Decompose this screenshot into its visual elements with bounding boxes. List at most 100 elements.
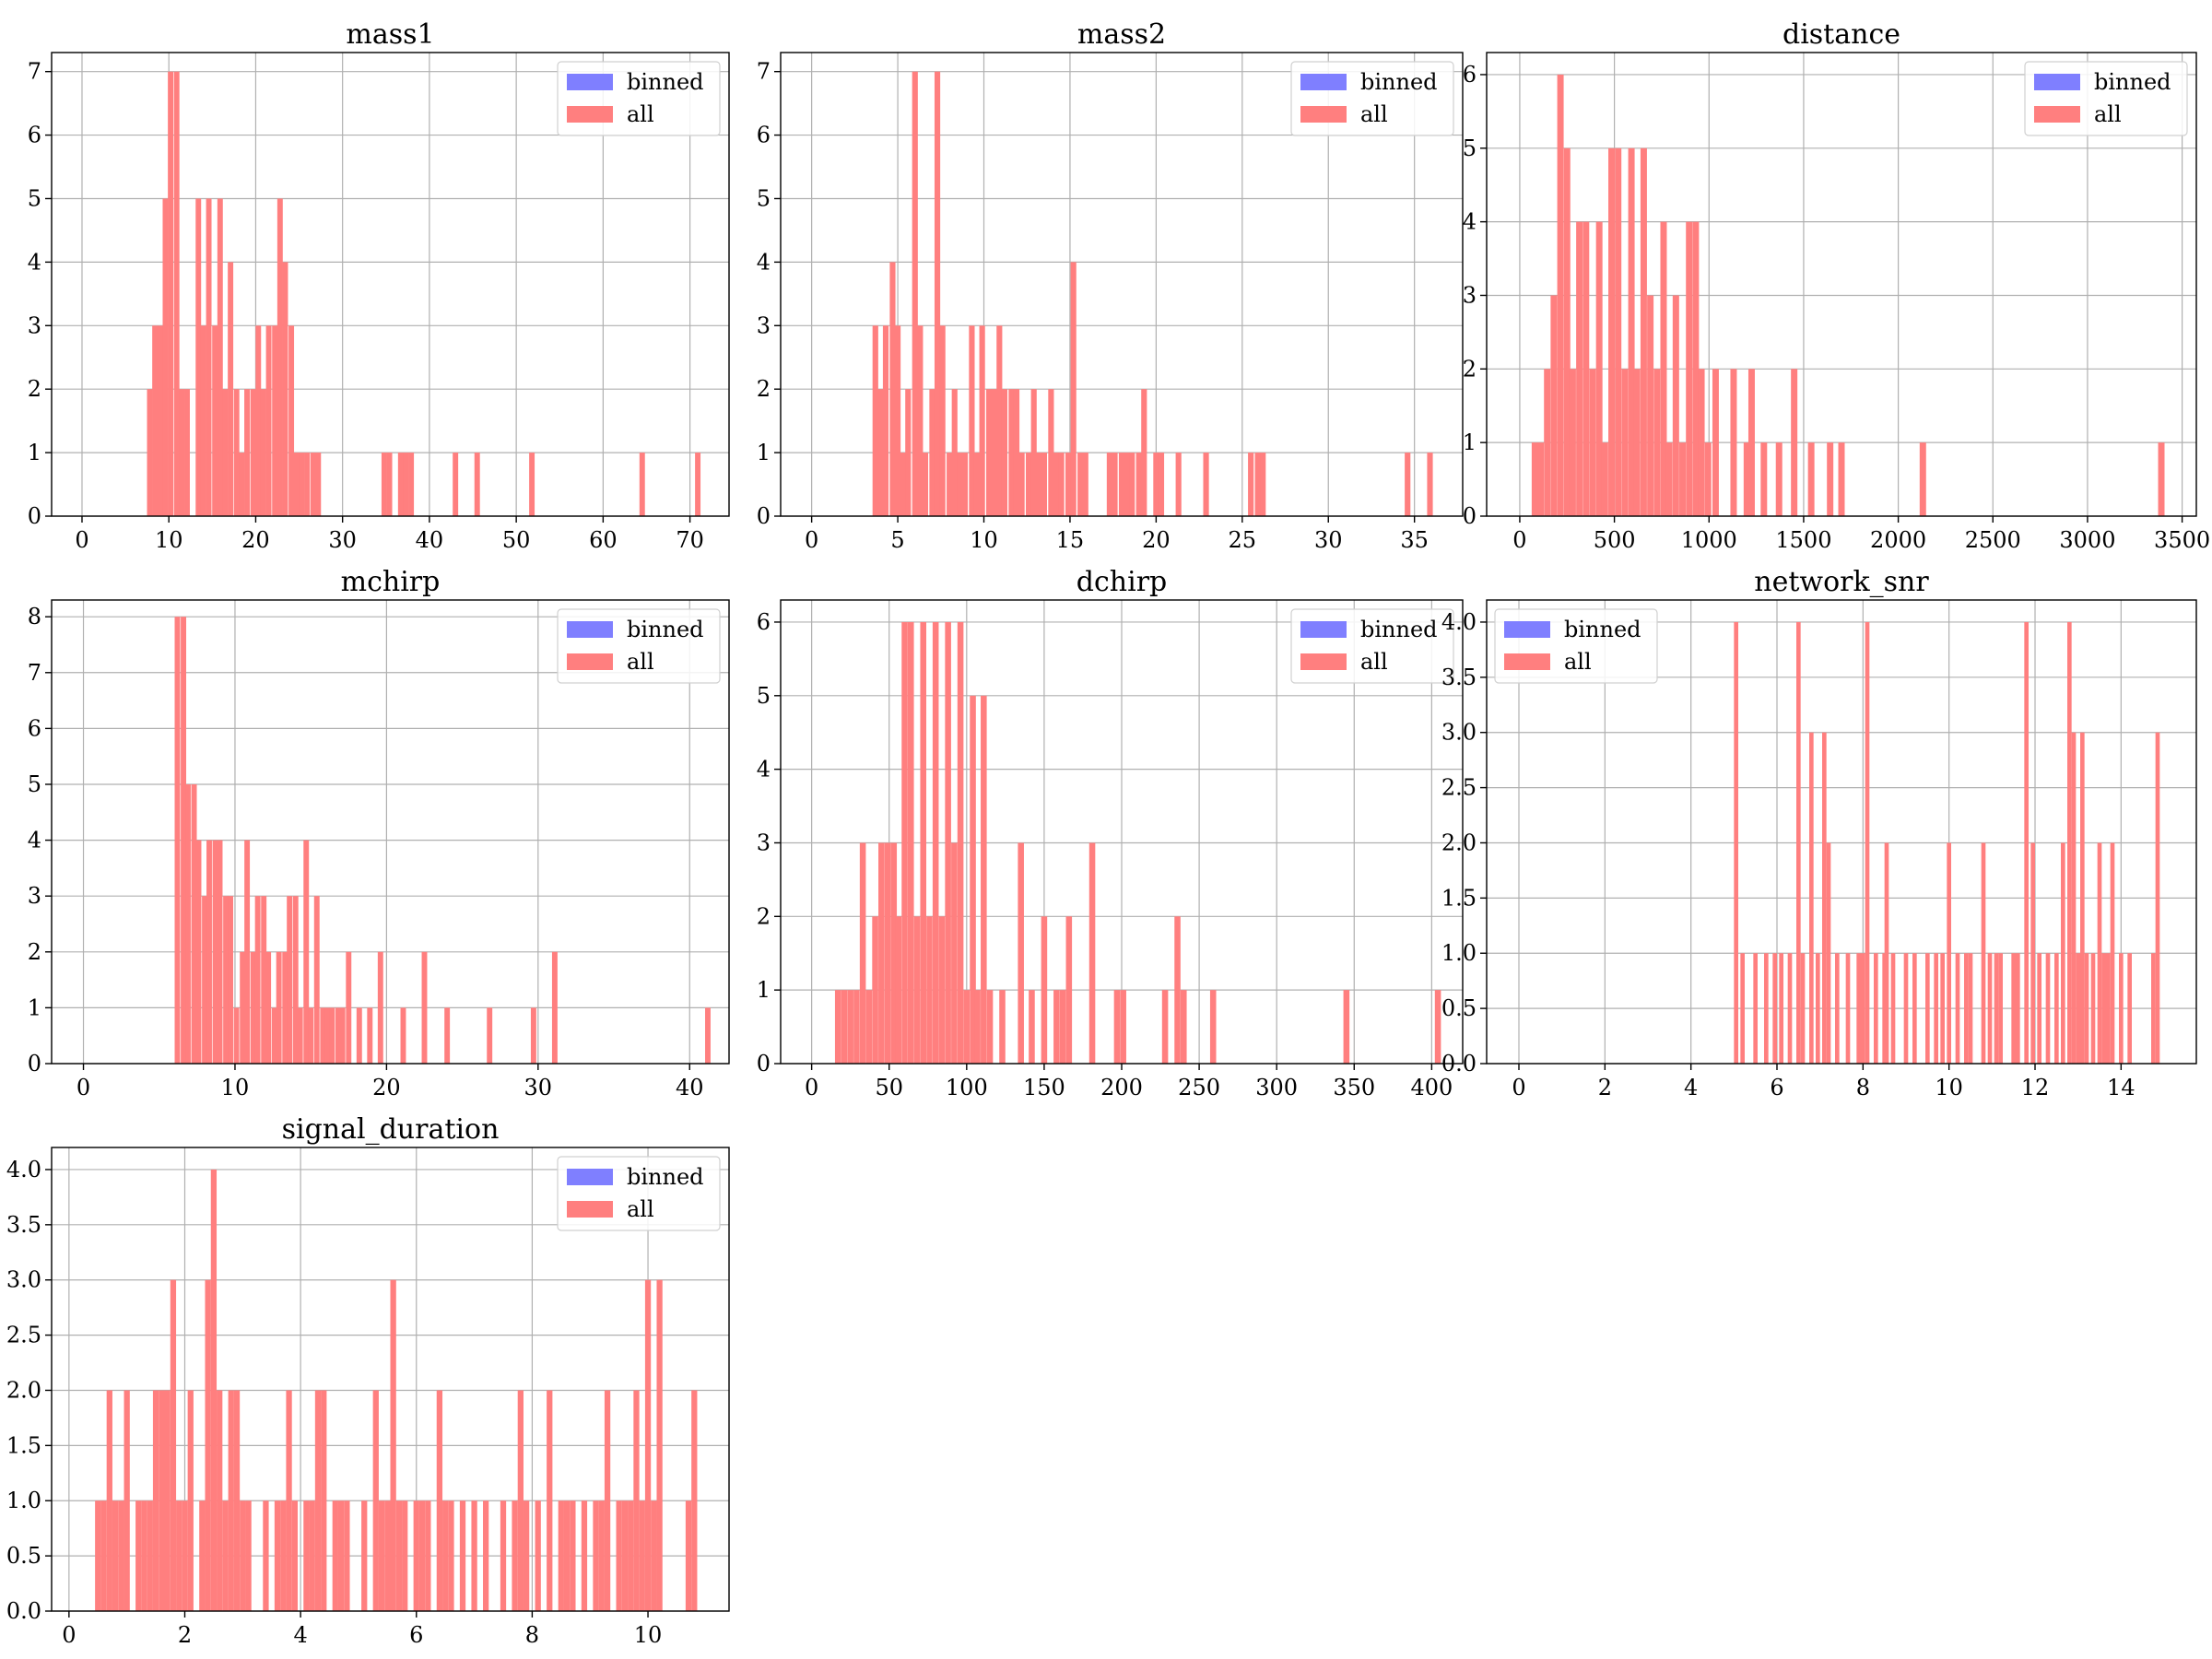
histogram-bar xyxy=(1013,389,1020,516)
y-tick-label: 2.0 xyxy=(1441,830,1477,855)
y-tick-label: 1 xyxy=(1463,429,1477,455)
histogram-bar xyxy=(1129,453,1135,516)
y-tick-label: 7 xyxy=(28,59,41,85)
y-tick-label: 0 xyxy=(757,503,771,529)
histogram-bar xyxy=(1712,369,1719,516)
x-tick-label: 4 xyxy=(293,1622,307,1648)
histogram-bar xyxy=(961,453,969,516)
histogram-bar xyxy=(616,1500,622,1611)
histogram-bar xyxy=(260,389,266,516)
legend-swatch-binned xyxy=(567,1169,613,1185)
histogram-bar xyxy=(320,1007,326,1064)
histogram-bar xyxy=(2110,842,2115,1064)
histogram-bar xyxy=(95,1500,101,1611)
histogram-bar xyxy=(1427,453,1433,516)
histogram-bar xyxy=(604,1390,611,1611)
histogram-bar xyxy=(286,1390,292,1611)
legend-label-all: all xyxy=(1360,101,1388,127)
histogram-bar xyxy=(1807,442,1815,516)
x-tick-label: 30 xyxy=(524,1075,553,1100)
histogram-bar xyxy=(1118,453,1125,516)
histogram-bar xyxy=(291,1500,298,1611)
histogram-bar xyxy=(841,990,848,1064)
histogram-bar xyxy=(2024,621,2029,1064)
y-tick-label: 0 xyxy=(28,1051,41,1077)
panel-title: mchirp xyxy=(341,566,441,598)
histogram-bar xyxy=(1734,621,1738,1064)
histogram-bar xyxy=(2158,442,2165,516)
histogram-bar xyxy=(315,453,322,516)
histogram-bar xyxy=(344,1500,350,1611)
legend-label-all: all xyxy=(627,649,654,675)
y-tick-label: 0 xyxy=(1463,503,1477,529)
legend-label-binned: binned xyxy=(2094,69,2171,95)
histogram-bar xyxy=(1800,953,1806,1064)
x-tick-label: 300 xyxy=(1255,1075,1298,1100)
histogram-panel-dchirp: 0 50 100 150 200 250 300 350 400 0 1 2 3 4 5 6 dchirp bin… xyxy=(757,566,1464,1100)
histogram-bar xyxy=(356,1007,362,1064)
x-tick-label: 6 xyxy=(1770,1075,1783,1100)
y-tick-label: 0.0 xyxy=(1441,1051,1477,1077)
histogram-bar xyxy=(222,1500,229,1611)
histogram-bar xyxy=(1583,221,1590,516)
histogram-bar xyxy=(304,453,311,516)
y-tick-label: 1.5 xyxy=(6,1432,41,1458)
histogram-bar xyxy=(147,1500,153,1611)
histogram-bar xyxy=(947,453,953,516)
x-tick-label: 2 xyxy=(178,1622,192,1648)
histogram-bar xyxy=(337,1500,345,1611)
histogram-bar xyxy=(1856,953,1861,1064)
y-tick-label: 1 xyxy=(28,440,41,465)
legend-label-binned: binned xyxy=(1360,69,1438,95)
histogram-bar xyxy=(1029,990,1035,1064)
y-tick-label: 1 xyxy=(757,440,771,465)
histogram-bar xyxy=(195,840,202,1064)
histogram-bar xyxy=(1947,842,1951,1064)
legend-label-binned: binned xyxy=(627,617,704,642)
histogram-bar xyxy=(1861,953,1865,1064)
y-tick-label: 3 xyxy=(757,312,771,338)
x-tick-label: 40 xyxy=(416,527,444,553)
legend-label-binned: binned xyxy=(1564,617,1641,642)
x-tick-label: 50 xyxy=(502,527,531,553)
histogram-bar xyxy=(705,1007,711,1064)
histogram-bar xyxy=(512,1500,518,1611)
legend-swatch-binned xyxy=(1300,621,1347,638)
histogram-bar xyxy=(999,990,1006,1064)
histogram-bar xyxy=(381,453,387,516)
histogram-bar xyxy=(332,1500,338,1611)
histogram-bar xyxy=(2084,953,2089,1064)
histogram-bar xyxy=(929,389,935,516)
histogram-bar xyxy=(1174,916,1181,1064)
histogram-bar xyxy=(1203,453,1209,516)
histogram-panel-distance: 0 500 1000 1500 2000 2500 3000 3500 0 1 2 3 4 5 6 dista… xyxy=(1463,18,2210,553)
histogram-bar xyxy=(272,325,278,516)
histogram-bar xyxy=(979,325,985,516)
histogram-bar xyxy=(276,198,283,517)
y-tick-label: 1.5 xyxy=(1441,885,1477,911)
histogram-bar xyxy=(200,325,206,516)
histogram-bar xyxy=(418,1500,426,1611)
histogram-bar xyxy=(963,990,971,1064)
histogram-bar xyxy=(223,896,229,1064)
histogram-bar xyxy=(265,951,272,1064)
histogram-bar xyxy=(1621,369,1629,516)
x-tick-label: 0 xyxy=(1512,527,1526,553)
histogram-bar xyxy=(895,916,902,1064)
histogram-bar xyxy=(164,1390,171,1611)
histogram-bar xyxy=(233,389,240,516)
histogram-bar xyxy=(1615,147,1622,517)
histogram-bar xyxy=(335,1007,341,1064)
histogram-bar xyxy=(1845,953,1851,1064)
histogram-bar xyxy=(303,840,310,1064)
histogram-bar xyxy=(938,916,946,1064)
x-tick-label: 100 xyxy=(946,1075,988,1100)
x-tick-label: 8 xyxy=(525,1622,539,1648)
histogram-bar xyxy=(1030,389,1037,516)
histogram-bar xyxy=(1764,953,1769,1064)
x-tick-label: 14 xyxy=(2107,1075,2136,1100)
histogram-bar xyxy=(367,1007,373,1064)
histogram-bar xyxy=(147,389,153,516)
x-tick-label: 3000 xyxy=(2059,527,2115,553)
legend-swatch-all xyxy=(1300,106,1347,123)
